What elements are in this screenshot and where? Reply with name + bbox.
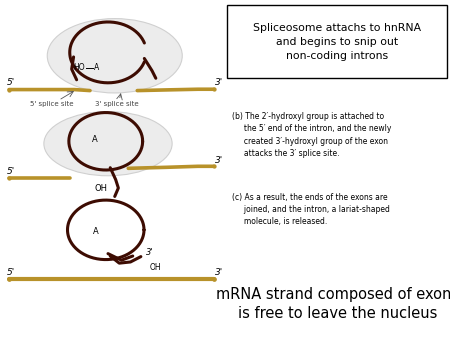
Text: 3' splice site: 3' splice site bbox=[95, 101, 139, 107]
Ellipse shape bbox=[44, 112, 172, 176]
Text: 3': 3' bbox=[215, 155, 223, 165]
Text: 5': 5' bbox=[7, 78, 15, 87]
Text: HO: HO bbox=[73, 63, 85, 72]
Text: A: A bbox=[92, 135, 97, 144]
Text: is free to leave the nucleus: is free to leave the nucleus bbox=[238, 306, 437, 321]
Text: 5': 5' bbox=[7, 268, 15, 277]
Text: 5' splice site: 5' splice site bbox=[30, 101, 73, 107]
Text: 5': 5' bbox=[7, 167, 15, 176]
Ellipse shape bbox=[47, 19, 182, 93]
Text: (b) The 2′-hydroxyl group is attached to
     the 5′ end of the intron, and the : (b) The 2′-hydroxyl group is attached to… bbox=[232, 112, 391, 158]
Text: OH: OH bbox=[95, 184, 108, 193]
Text: OH: OH bbox=[150, 263, 162, 271]
Text: A: A bbox=[93, 227, 99, 236]
Text: 3': 3' bbox=[215, 268, 223, 277]
Text: 3': 3' bbox=[146, 248, 153, 257]
Text: mRNA strand composed of exons: mRNA strand composed of exons bbox=[216, 287, 450, 301]
Text: (c) As a result, the ends of the exons are
     joined, and the intron, a lariat: (c) As a result, the ends of the exons a… bbox=[232, 193, 390, 226]
Text: A: A bbox=[94, 63, 99, 72]
FancyBboxPatch shape bbox=[227, 5, 447, 78]
Text: 3': 3' bbox=[215, 78, 223, 87]
Text: Spliceosome attachs to hnRNA
and begins to snip out
non-coding introns: Spliceosome attachs to hnRNA and begins … bbox=[253, 23, 422, 61]
